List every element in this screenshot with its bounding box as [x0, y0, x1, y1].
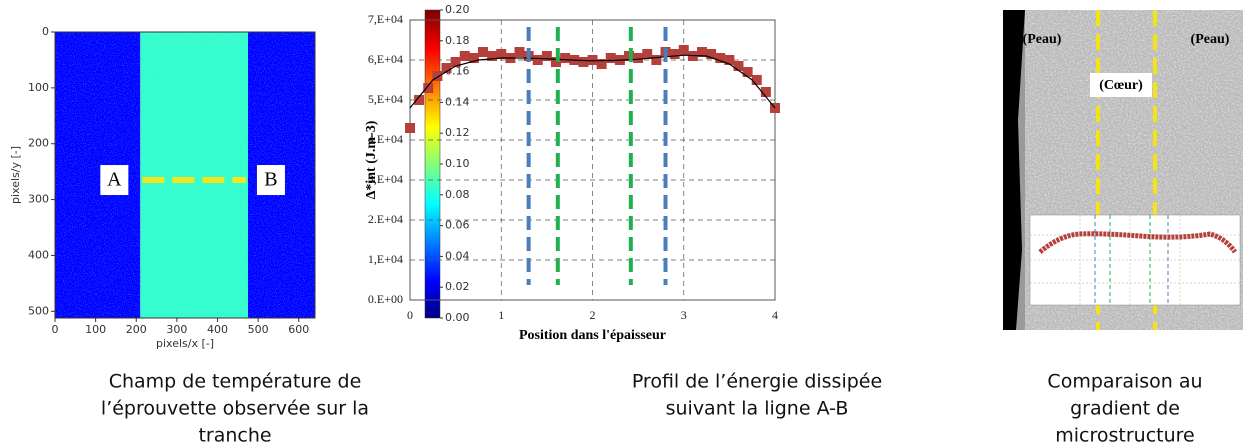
x-tick-label: 4: [772, 308, 778, 322]
y-tick-label: 4.E+04: [368, 132, 403, 146]
point-label: B: [264, 169, 277, 191]
data-point: [642, 49, 653, 59]
y-tick-label: 2.E+04: [368, 212, 403, 226]
data-point: [697, 47, 707, 57]
x-tick-label: 0: [407, 308, 413, 322]
colorbar-tick-label: 0.08: [445, 188, 470, 201]
data-point: [596, 59, 607, 69]
colorbar-tick-label: 0.04: [445, 249, 470, 262]
label: (Peau): [1023, 32, 1062, 47]
y-tick-label: 400: [28, 248, 49, 261]
x-tick-label: 1: [498, 308, 504, 322]
caption: microstructure: [1055, 425, 1194, 446]
data-point: [669, 49, 680, 59]
x-axis-label: Position dans l'épaisseur: [519, 328, 666, 343]
data-point: [487, 51, 498, 61]
x-tick-label: 200: [126, 323, 147, 336]
caption: suivant la ligne A-B: [666, 398, 849, 420]
colorbar-tick-label: 0.10: [445, 157, 470, 170]
point-label: A: [107, 169, 122, 191]
colorbar-tick-label: 0.06: [445, 219, 470, 232]
data-point: [432, 71, 443, 81]
colorbar-tick-label: 0.12: [445, 126, 470, 139]
y-tick-label: 300: [28, 193, 49, 206]
y-tick-label: 6,E+04: [368, 52, 403, 66]
data-point: [441, 63, 452, 73]
x-tick-label: 600: [288, 323, 309, 336]
y-tick-label: 0.E+00: [368, 292, 403, 306]
data-point: [459, 51, 470, 61]
caption: Profil de l’énergie dissipée: [632, 371, 882, 393]
y-axis-label: pixels/y [-]: [9, 146, 22, 204]
x-tick-label: 2: [590, 308, 596, 322]
data-point: [578, 57, 589, 67]
data-point: [423, 83, 434, 93]
data-point: [760, 87, 771, 97]
colorbar: [424, 9, 441, 319]
colorbar-tick-label: 0.00: [445, 311, 470, 324]
plot-frame: [409, 19, 776, 301]
label-box: [100, 165, 129, 196]
data-point: [733, 61, 744, 71]
x-tick-label: 100: [85, 323, 106, 336]
data-point: [468, 53, 479, 63]
y-tick-label: 100: [28, 81, 49, 94]
x-tick-label: 500: [248, 323, 269, 336]
data-point: [706, 49, 717, 59]
x-tick-label: 3: [681, 308, 687, 322]
data-point: [751, 75, 762, 85]
caption: tranche: [198, 425, 271, 446]
y-tick-label: 7,E+04: [368, 12, 403, 26]
data-point: [496, 49, 507, 59]
y-axis-label: Δ*int (J.m-3): [364, 120, 379, 199]
y-tick-label: 500: [28, 304, 49, 317]
data-point: [414, 95, 425, 105]
label-box: [256, 165, 285, 196]
caption: l’éprouvette observée sur la: [101, 398, 369, 420]
x-tick-label: 400: [207, 323, 228, 336]
micrograph: (Peau) (Peau) (Cœur): [1003, 10, 1243, 330]
data-point: [633, 53, 644, 63]
label: (Cœur): [1099, 78, 1143, 93]
data-point: [405, 123, 415, 133]
data-point: [724, 55, 735, 65]
colorbar-tick-label: 0.14: [445, 95, 470, 108]
x-tick-label: 0: [52, 323, 59, 336]
y-tick-label: 5,E+04: [368, 92, 403, 106]
colorbar-tick-label: 0.02: [445, 280, 470, 293]
colorbar-tick-label: 0.18: [445, 34, 470, 47]
x-axis-label: pixels/x [-]: [156, 337, 214, 350]
data-point: [560, 53, 571, 63]
label: (Peau): [1191, 32, 1230, 47]
y-tick-label: 3,E+04: [368, 172, 403, 186]
data-point: [587, 55, 598, 65]
caption: gradient de: [1070, 398, 1180, 420]
data-point: [532, 55, 543, 65]
data-point: [541, 51, 552, 61]
data-point: [678, 45, 689, 55]
y-tick-label: 0: [42, 25, 49, 38]
data-point: [715, 53, 726, 63]
caption: Comparaison au: [1047, 371, 1202, 393]
data-point: [514, 47, 525, 57]
y-tick-label: 1,E+04: [368, 252, 403, 266]
x-tick-label: 300: [166, 323, 187, 336]
plot-frame: [54, 31, 316, 319]
y-tick-label: 200: [28, 137, 49, 150]
caption: Champ de température de: [109, 371, 362, 393]
data-point: [742, 67, 753, 77]
colorbar-tick-label: 0.20: [445, 3, 470, 16]
data-point: [651, 55, 662, 65]
data-point: [605, 53, 616, 63]
data-point: [478, 47, 488, 57]
fit-line: [409, 54, 776, 109]
data-point: [450, 57, 461, 67]
